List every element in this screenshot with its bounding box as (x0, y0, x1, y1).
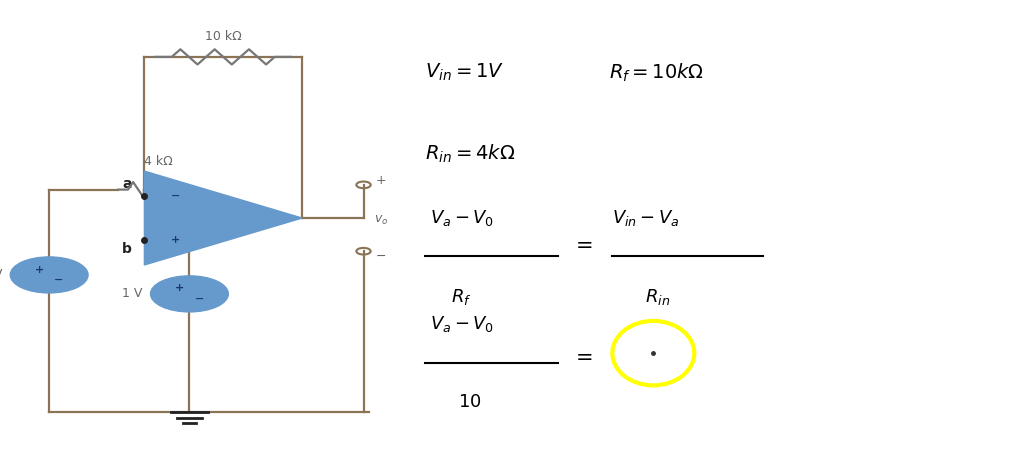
Text: $=$: $=$ (571, 234, 593, 254)
Text: −: − (54, 275, 63, 285)
Text: +: + (175, 283, 184, 293)
Text: −: − (376, 249, 386, 263)
Text: $V_a - V_0$: $V_a - V_0$ (430, 208, 495, 228)
Text: +: + (171, 235, 180, 245)
Text: a: a (123, 177, 132, 191)
Circle shape (10, 257, 88, 293)
Text: $10$: $10$ (458, 393, 481, 411)
Text: 4 kΩ: 4 kΩ (144, 155, 173, 168)
Text: 1 V: 1 V (0, 268, 2, 282)
Text: $R_{in} = 4 k\Omega$: $R_{in} = 4 k\Omega$ (425, 142, 515, 164)
Text: $v_o$: $v_o$ (374, 214, 388, 227)
Text: $V_{in} = 1V$: $V_{in} = 1V$ (425, 62, 504, 83)
Text: b: b (122, 242, 132, 256)
Text: $R_f$: $R_f$ (451, 287, 471, 307)
Text: $R_{in}$: $R_{in}$ (645, 287, 671, 307)
Text: $=$: $=$ (571, 346, 593, 365)
Text: $V_{in} - V_a$: $V_{in} - V_a$ (612, 208, 680, 228)
Text: −: − (171, 191, 180, 201)
Text: +: + (376, 173, 386, 187)
Text: 1 V: 1 V (122, 287, 142, 301)
Circle shape (151, 276, 228, 312)
Text: $V_a - V_0$: $V_a - V_0$ (430, 314, 495, 334)
Text: −: − (195, 294, 204, 304)
Text: 10 kΩ: 10 kΩ (205, 30, 242, 43)
Polygon shape (144, 171, 302, 265)
Text: +: + (35, 264, 44, 274)
Text: $R_f = 10 k\Omega$: $R_f = 10 k\Omega$ (609, 62, 705, 84)
